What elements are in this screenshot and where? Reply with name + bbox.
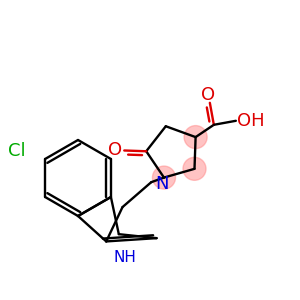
Text: OH: OH <box>237 112 265 130</box>
Text: O: O <box>108 141 122 159</box>
Text: Cl: Cl <box>8 142 26 160</box>
Circle shape <box>152 166 176 189</box>
Circle shape <box>183 157 206 180</box>
Text: N: N <box>155 175 169 193</box>
Text: O: O <box>201 86 215 104</box>
Circle shape <box>184 126 207 148</box>
Text: NH: NH <box>113 250 136 265</box>
